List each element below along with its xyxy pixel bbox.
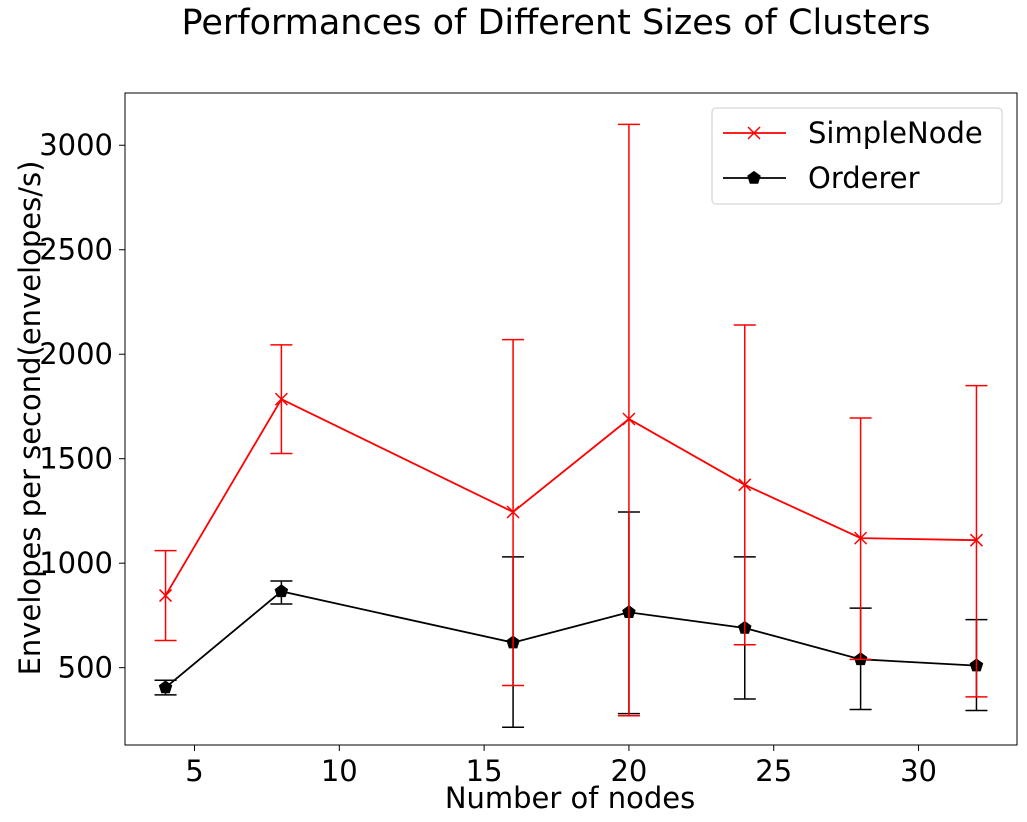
marker-stroke [506, 505, 520, 519]
marker-stroke [854, 531, 868, 545]
marker-stroke [738, 478, 752, 492]
series-layer [154, 123, 988, 728]
y-tick-label: 500 [58, 651, 113, 685]
x-tick-label: 10 [321, 754, 358, 788]
y-tick-label: 1500 [39, 442, 113, 476]
marker-stroke [747, 126, 761, 140]
data-point-orderer [158, 680, 173, 694]
series-simplenode [154, 123, 988, 717]
legend-label-simplenode: SimpleNode [808, 116, 983, 150]
marker-stroke [622, 412, 636, 426]
series-orderer [154, 511, 988, 728]
marker-stroke [159, 589, 173, 603]
y-axis-label: Envelopes per second(envelopes/s) [13, 161, 47, 676]
legend-marker-orderer [747, 170, 761, 184]
x-axis-label: Number of nodes [445, 781, 695, 815]
legend-marker-simplenode [747, 126, 761, 140]
data-point-simplenode [159, 589, 173, 603]
data-point-simplenode [969, 533, 983, 547]
data-point-simplenode [622, 412, 636, 426]
marker-stroke [969, 533, 983, 547]
series-line-simplenode [164, 397, 977, 597]
y-tick-label: 2500 [39, 233, 113, 267]
legend-label-orderer: Orderer [808, 161, 920, 195]
series-line-orderer [164, 590, 977, 689]
plot-area-frame [124, 92, 1018, 746]
legend: SimpleNode Orderer [711, 107, 1003, 205]
x-tick-label: 25 [755, 754, 792, 788]
x-tick-label: 15 [466, 754, 503, 788]
data-point-simplenode [854, 531, 868, 545]
x-tick-label: 30 [900, 754, 937, 788]
y-tick-label: 2000 [39, 337, 113, 371]
legend-box [711, 107, 1003, 205]
data-point-simplenode [738, 478, 752, 492]
y-tick-label: 1000 [39, 546, 113, 580]
data-point-simplenode [506, 505, 520, 519]
data-point-simplenode [274, 392, 288, 406]
marker-stroke [274, 392, 288, 406]
x-axis: 5 10 15 20 25 30 [185, 745, 937, 788]
y-axis: 500 1000 1500 2000 2500 3000 [39, 128, 125, 685]
legend-item-simplenode: SimpleNode [723, 116, 983, 150]
legend-item-orderer: Orderer [723, 161, 920, 195]
x-tick-label: 20 [610, 754, 647, 788]
y-tick-label: 3000 [39, 128, 113, 162]
data-point-orderer [274, 584, 289, 598]
x-tick-label: 5 [185, 754, 203, 788]
chart-title: Performances of Different Sizes of Clust… [181, 3, 930, 43]
